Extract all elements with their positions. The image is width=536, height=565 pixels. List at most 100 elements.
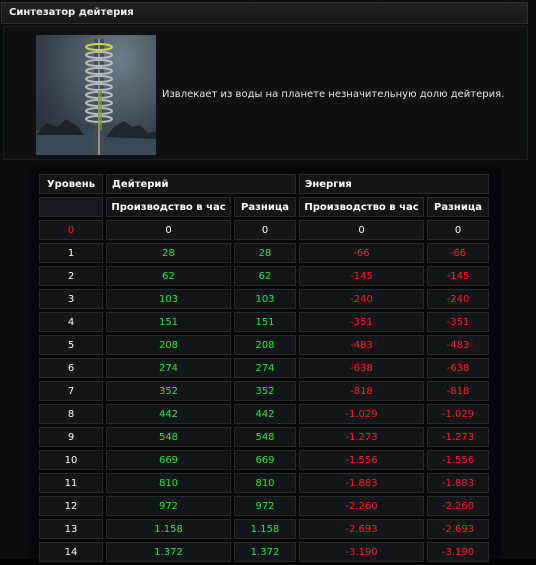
energy-diff-cell: -1.883 — [427, 473, 489, 493]
level-cell: 7 — [39, 381, 103, 401]
table-row: 5 208 208 -483 -483 — [39, 335, 489, 355]
level-cell: 6 — [39, 358, 103, 378]
deuterium-diff-cell: 442 — [234, 404, 296, 424]
production-table-panel: Уровень Дейтерий Энергия Производство в … — [31, 167, 501, 562]
energy-production-cell: -240 — [299, 289, 424, 309]
deuterium-diff-cell: 274 — [234, 358, 296, 378]
energy-diff-cell: -1.273 — [427, 427, 489, 447]
energy-production-cell: -818 — [299, 381, 424, 401]
level-cell: 2 — [39, 266, 103, 286]
energy-diff-cell: -3.190 — [427, 542, 489, 562]
energy-diff-cell: -818 — [427, 381, 489, 401]
table-row: 2 62 62 -145 -145 — [39, 266, 489, 286]
deuterium-diff-cell: 548 — [234, 427, 296, 447]
info-box: Извлекает из воды на планете незначитель… — [3, 26, 528, 160]
deuterium-diff-cell: 208 — [234, 335, 296, 355]
energy-diff-cell: -2.260 — [427, 496, 489, 516]
level-cell: 0 — [39, 220, 103, 240]
table-row: 11 810 810 -1.883 -1.883 — [39, 473, 489, 493]
level-cell: 11 — [39, 473, 103, 493]
level-cell: 4 — [39, 312, 103, 332]
deuterium-diff-cell: 810 — [234, 473, 296, 493]
energy-diff-cell: -351 — [427, 312, 489, 332]
table-row: 4 151 151 -351 -351 — [39, 312, 489, 332]
deuterium-diff-cell: 28 — [234, 243, 296, 263]
energy-diff-cell: -145 — [427, 266, 489, 286]
energy-production-cell: -638 — [299, 358, 424, 378]
header-energy: Энергия — [299, 174, 489, 194]
energy-production-cell: -2.260 — [299, 496, 424, 516]
window-title: Синтезатор дейтерия — [1, 2, 528, 24]
table-row: 7 352 352 -818 -818 — [39, 381, 489, 401]
deuterium-diff-cell: 62 — [234, 266, 296, 286]
level-cell: 10 — [39, 450, 103, 470]
energy-diff-cell: -638 — [427, 358, 489, 378]
deuterium-production-cell: 1.372 — [106, 542, 231, 562]
deuterium-production-cell: 151 — [106, 312, 231, 332]
level-cell: 3 — [39, 289, 103, 309]
deuterium-synthesizer-image — [36, 35, 156, 155]
energy-production-cell: -483 — [299, 335, 424, 355]
deuterium-production-cell: 274 — [106, 358, 231, 378]
energy-production-cell: -1.029 — [299, 404, 424, 424]
energy-production-cell: -2.693 — [299, 519, 424, 539]
deuterium-production-cell: 1.158 — [106, 519, 231, 539]
deuterium-production-cell: 548 — [106, 427, 231, 447]
level-cell: 12 — [39, 496, 103, 516]
level-cell: 5 — [39, 335, 103, 355]
table-row: 1 28 28 -66 -66 — [39, 243, 489, 263]
level-cell: 9 — [39, 427, 103, 447]
deuterium-production-cell: 62 — [106, 266, 231, 286]
header-deuterium: Дейтерий — [106, 174, 296, 194]
deuterium-production-cell: 810 — [106, 473, 231, 493]
header-energy-diff: Разница — [427, 197, 489, 217]
level-cell: 8 — [39, 404, 103, 424]
table-row: 3 103 103 -240 -240 — [39, 289, 489, 309]
table-row: 14 1.372 1.372 -3.190 -3.190 — [39, 542, 489, 562]
table-body: 0 0 0 0 0 1 28 28 -66 -66 2 62 62 -145 -145 3 103 103 -240… — [39, 220, 489, 562]
header-deuterium-diff: Разница — [234, 197, 296, 217]
level-cell: 13 — [39, 519, 103, 539]
header-energy-production: Производство в час — [299, 197, 424, 217]
energy-diff-cell: 0 — [427, 220, 489, 240]
energy-diff-cell: -1.556 — [427, 450, 489, 470]
deuterium-diff-cell: 1.372 — [234, 542, 296, 562]
building-description: Извлекает из воды на планете незначитель… — [162, 89, 505, 100]
energy-diff-cell: -240 — [427, 289, 489, 309]
production-table: Уровень Дейтерий Энергия Производство в … — [36, 171, 492, 565]
deuterium-production-cell: 352 — [106, 381, 231, 401]
deuterium-production-cell: 208 — [106, 335, 231, 355]
energy-production-cell: -145 — [299, 266, 424, 286]
table-row: 9 548 548 -1.273 -1.273 — [39, 427, 489, 447]
deuterium-production-cell: 972 — [106, 496, 231, 516]
energy-diff-cell: -66 — [427, 243, 489, 263]
table-row: 10 669 669 -1.556 -1.556 — [39, 450, 489, 470]
table-row: 6 274 274 -638 -638 — [39, 358, 489, 378]
table-row: 13 1.158 1.158 -2.693 -2.693 — [39, 519, 489, 539]
energy-production-cell: -66 — [299, 243, 424, 263]
table-row: 12 972 972 -2.260 -2.260 — [39, 496, 489, 516]
deuterium-diff-cell: 1.158 — [234, 519, 296, 539]
header-level: Уровень — [39, 174, 103, 194]
deuterium-production-cell: 669 — [106, 450, 231, 470]
energy-production-cell: 0 — [299, 220, 424, 240]
deuterium-production-cell: 28 — [106, 243, 231, 263]
header-deuterium-production: Производство в час — [106, 197, 231, 217]
deuterium-diff-cell: 669 — [234, 450, 296, 470]
deuterium-diff-cell: 103 — [234, 289, 296, 309]
energy-production-cell: -1.883 — [299, 473, 424, 493]
synthesizer-illustration — [36, 39, 156, 155]
table-row: 8 442 442 -1.029 -1.029 — [39, 404, 489, 424]
header-empty-cell — [39, 197, 103, 217]
energy-diff-cell: -483 — [427, 335, 489, 355]
energy-production-cell: -3.190 — [299, 542, 424, 562]
energy-diff-cell: -2.693 — [427, 519, 489, 539]
deuterium-production-cell: 0 — [106, 220, 231, 240]
deuterium-production-cell: 103 — [106, 289, 231, 309]
energy-production-cell: -351 — [299, 312, 424, 332]
deuterium-diff-cell: 0 — [234, 220, 296, 240]
energy-production-cell: -1.556 — [299, 450, 424, 470]
deuterium-diff-cell: 352 — [234, 381, 296, 401]
